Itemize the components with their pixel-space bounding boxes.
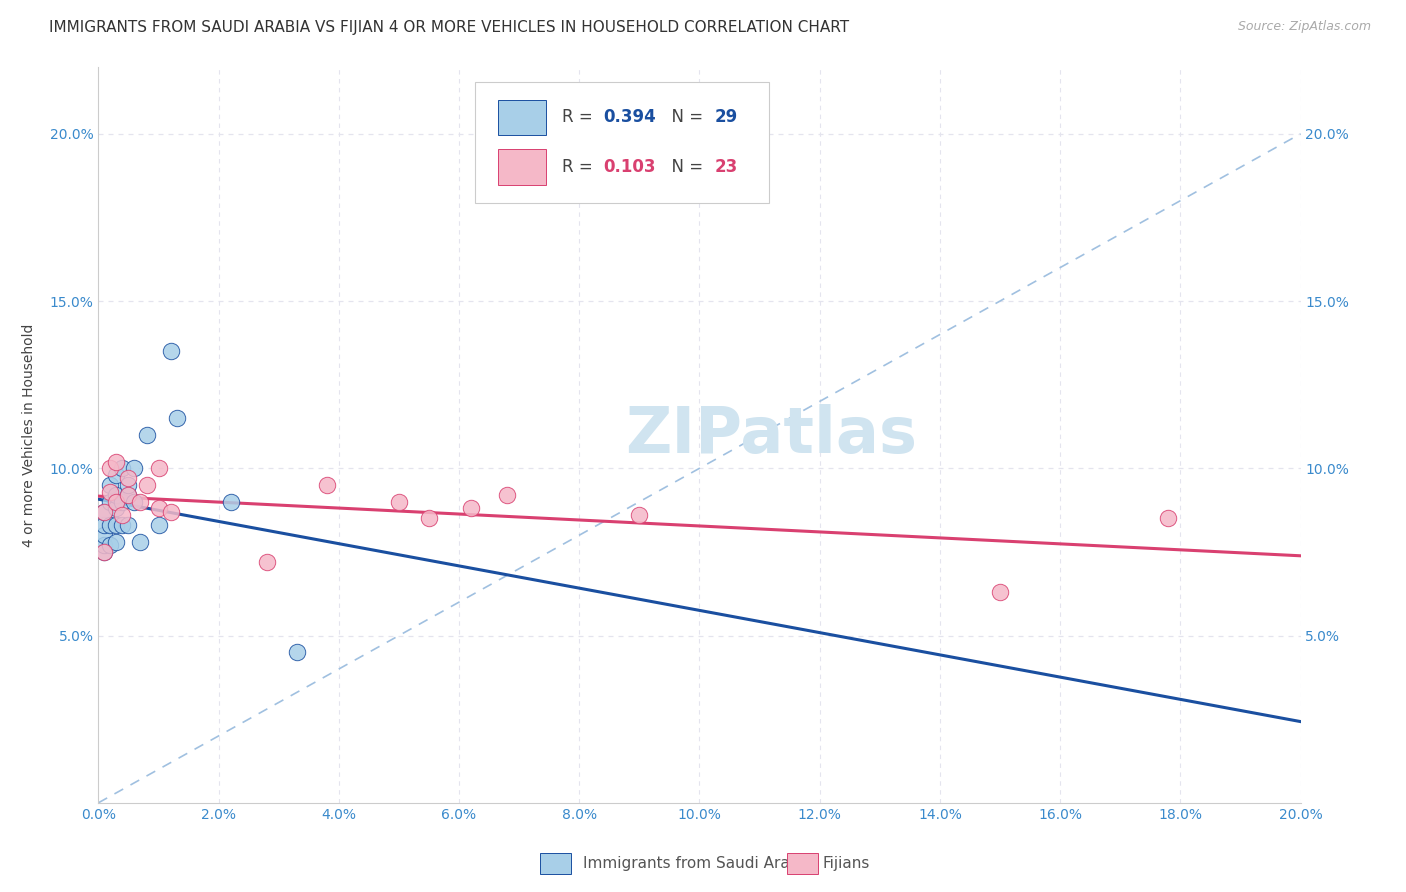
Text: ZIPatlas: ZIPatlas xyxy=(626,404,918,466)
Point xyxy=(93,545,115,559)
Point xyxy=(148,501,170,516)
Text: Fijians: Fijians xyxy=(823,856,870,871)
Point xyxy=(100,495,122,509)
FancyBboxPatch shape xyxy=(498,149,546,185)
Text: N =: N = xyxy=(661,108,709,127)
Point xyxy=(105,455,128,469)
Point xyxy=(111,508,134,523)
Text: 23: 23 xyxy=(716,158,738,176)
Point xyxy=(117,471,139,485)
Point xyxy=(129,535,152,549)
Point xyxy=(135,428,157,442)
Point xyxy=(988,585,1011,599)
FancyBboxPatch shape xyxy=(498,100,546,135)
Point xyxy=(105,468,128,483)
Point xyxy=(93,505,115,519)
Point xyxy=(135,478,157,492)
Point xyxy=(460,501,482,516)
Point xyxy=(315,478,337,492)
Point xyxy=(285,645,308,659)
Point xyxy=(256,555,278,569)
Point xyxy=(105,501,128,516)
Point xyxy=(124,495,146,509)
Point xyxy=(100,538,122,552)
Point xyxy=(111,495,134,509)
Point xyxy=(148,461,170,475)
Point xyxy=(388,495,411,509)
Point xyxy=(166,411,188,425)
Point xyxy=(93,545,115,559)
Point xyxy=(159,505,181,519)
Text: IMMIGRANTS FROM SAUDI ARABIA VS FIJIAN 4 OR MORE VEHICLES IN HOUSEHOLD CORRELATI: IMMIGRANTS FROM SAUDI ARABIA VS FIJIAN 4… xyxy=(49,20,849,35)
Point xyxy=(105,535,128,549)
Point xyxy=(100,461,122,475)
Point xyxy=(105,518,128,533)
Point xyxy=(496,488,519,502)
Point xyxy=(111,461,134,475)
Point xyxy=(93,538,115,552)
Point xyxy=(1157,511,1180,525)
Point xyxy=(100,478,122,492)
Y-axis label: 4 or more Vehicles in Household: 4 or more Vehicles in Household xyxy=(22,323,35,547)
Point xyxy=(124,461,146,475)
Point xyxy=(148,518,170,533)
Point xyxy=(93,528,115,542)
Point xyxy=(93,518,115,533)
Text: R =: R = xyxy=(562,108,599,127)
Point xyxy=(117,488,139,502)
Point xyxy=(117,478,139,492)
Point xyxy=(117,488,139,502)
FancyBboxPatch shape xyxy=(475,82,769,203)
Point xyxy=(129,495,152,509)
Text: 29: 29 xyxy=(716,108,738,127)
Point xyxy=(100,484,122,499)
Point xyxy=(93,505,115,519)
Point xyxy=(105,495,128,509)
Text: Source: ZipAtlas.com: Source: ZipAtlas.com xyxy=(1237,20,1371,33)
Point xyxy=(111,518,134,533)
Point xyxy=(117,518,139,533)
Point xyxy=(418,511,440,525)
Point xyxy=(219,495,242,509)
Point xyxy=(159,344,181,359)
Text: 0.103: 0.103 xyxy=(603,158,655,176)
Point xyxy=(628,508,651,523)
Point xyxy=(100,518,122,533)
Text: R =: R = xyxy=(562,158,599,176)
Text: 0.394: 0.394 xyxy=(603,108,657,127)
Text: N =: N = xyxy=(661,158,709,176)
Point xyxy=(105,488,128,502)
Text: Immigrants from Saudi Arabia: Immigrants from Saudi Arabia xyxy=(583,856,814,871)
